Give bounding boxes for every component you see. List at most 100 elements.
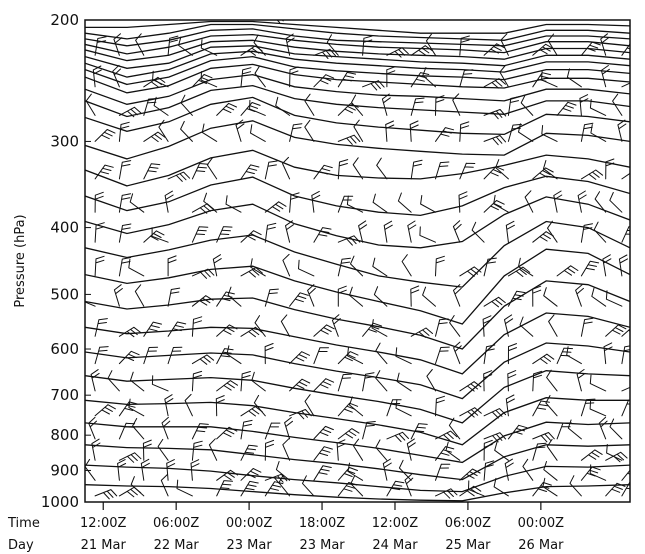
wind-barb-373 bbox=[216, 469, 239, 481]
wind-barb-4 bbox=[191, 20, 193, 21]
wind-barb-253 bbox=[94, 346, 109, 365]
wind-barb-400 bbox=[302, 475, 315, 497]
contour-line-8 bbox=[85, 63, 630, 94]
wind-barb-162 bbox=[118, 223, 132, 243]
wind-barb-23 bbox=[94, 36, 107, 56]
wind-barb-381 bbox=[398, 459, 412, 481]
wind-barb-404 bbox=[404, 473, 414, 497]
wind-barb-108 bbox=[483, 135, 507, 146]
wind-barb-26 bbox=[167, 35, 179, 56]
wind-barb-374 bbox=[240, 468, 262, 481]
wind-barb-316 bbox=[505, 394, 515, 417]
wind-barb-177 bbox=[471, 221, 485, 243]
wind-barb-69 bbox=[85, 93, 96, 116]
wind-barb-132 bbox=[495, 159, 509, 180]
wind-barb-183 bbox=[621, 226, 630, 243]
wind-barb-370 bbox=[140, 458, 150, 481]
wind-barb-249 bbox=[548, 314, 558, 337]
wind-barb-301 bbox=[128, 398, 145, 417]
contour-line-10 bbox=[85, 84, 630, 118]
wind-barb-272 bbox=[556, 347, 573, 365]
wind-barb-54 bbox=[289, 66, 299, 88]
wind-barb-106 bbox=[435, 127, 455, 142]
contour-line-20 bbox=[85, 342, 630, 400]
wind-barb-209 bbox=[134, 284, 145, 307]
wind-barb-304 bbox=[215, 395, 225, 417]
wind-barb-250 bbox=[580, 317, 594, 337]
x-tick-day-4: 24 Mar bbox=[372, 538, 418, 553]
pressure-contours bbox=[85, 20, 630, 502]
wind-barb-75 bbox=[240, 102, 261, 116]
wind-barb-361 bbox=[483, 439, 493, 461]
wind-barb-18 bbox=[532, 20, 534, 21]
wind-barb-198 bbox=[435, 255, 445, 277]
contour-line-19 bbox=[85, 312, 630, 375]
wind-barb-394 bbox=[160, 474, 169, 497]
wind-barb-39 bbox=[483, 43, 505, 56]
wind-barb-150 bbox=[372, 193, 388, 213]
wind-barb-48 bbox=[143, 76, 166, 88]
wind-barb-349 bbox=[191, 440, 203, 461]
x-tick-day-2: 23 Mar bbox=[227, 538, 273, 553]
wind-barb-31 bbox=[285, 33, 295, 56]
wind-barb-139 bbox=[118, 193, 132, 213]
wind-barb-282 bbox=[240, 371, 251, 392]
wind-barb-354 bbox=[313, 446, 333, 461]
wind-barb-248 bbox=[519, 316, 534, 337]
wind-barb-397 bbox=[240, 480, 259, 497]
wind-barb-412 bbox=[605, 482, 626, 497]
wind-barb-256 bbox=[167, 346, 183, 365]
wind-barb-73 bbox=[180, 94, 193, 116]
wind-barb-203 bbox=[556, 265, 579, 277]
wind-barb-353 bbox=[282, 438, 291, 461]
wind-barb-153 bbox=[458, 191, 468, 213]
y-tick-label-300: 300 bbox=[50, 132, 79, 150]
wind-barb-80 bbox=[351, 94, 364, 116]
wind-barb-34 bbox=[362, 35, 373, 56]
x-tick-labels: 12:00Z 21 Mar 06:00Z 22 Mar 00:00Z 23 Mar 18:0… bbox=[80, 516, 564, 553]
y-axis-title: Pressure (hPa) bbox=[13, 214, 28, 307]
wind-barb-363 bbox=[532, 442, 547, 461]
wind-barb-41 bbox=[532, 43, 554, 56]
wind-barb-318 bbox=[545, 395, 558, 417]
x-tick-time-6: 00:00Z bbox=[518, 516, 564, 531]
wind-barb-79 bbox=[337, 103, 359, 116]
wind-barb-205 bbox=[602, 254, 612, 277]
wind-barb-368 bbox=[85, 458, 96, 481]
wind-barb-40 bbox=[500, 33, 509, 56]
wind-barb-88 bbox=[556, 101, 577, 116]
wind-barb-264 bbox=[347, 346, 364, 365]
wind-barb-2 bbox=[143, 20, 145, 21]
wind-barb-123 bbox=[282, 156, 291, 180]
wind-barb-355 bbox=[336, 439, 346, 461]
wind-barb-7 bbox=[264, 20, 284, 23]
wind-barb-113 bbox=[590, 124, 607, 142]
wind-barb-33 bbox=[326, 34, 339, 56]
wind-barb-178 bbox=[505, 220, 515, 243]
wind-barb-268 bbox=[453, 341, 462, 365]
wind-barb-167 bbox=[240, 230, 262, 243]
wind-barb-287 bbox=[362, 372, 375, 392]
wind-barb-334 bbox=[386, 431, 409, 443]
wind-barb-74 bbox=[216, 102, 237, 116]
wind-barb-379 bbox=[347, 462, 364, 481]
wind-barb-56 bbox=[337, 71, 357, 88]
y-tick-label-1000: 1000 bbox=[41, 493, 79, 511]
wind-barb-337 bbox=[448, 417, 461, 440]
contour-line-1 bbox=[85, 23, 630, 41]
wind-barb-155 bbox=[493, 194, 509, 213]
wind-barb-289 bbox=[396, 372, 412, 392]
wind-barb-148 bbox=[337, 195, 354, 213]
wind-barb-101 bbox=[304, 119, 315, 142]
wind-barb-199 bbox=[459, 266, 482, 277]
wind-barb-185 bbox=[118, 257, 132, 277]
wind-barb-288 bbox=[375, 370, 388, 392]
wind-barb-285 bbox=[313, 378, 335, 392]
wind-barb-65 bbox=[541, 70, 558, 88]
wind-barb-58 bbox=[386, 66, 396, 88]
wind-barb-230 bbox=[94, 318, 108, 337]
wind-barb-169 bbox=[285, 220, 294, 243]
wind-barb-21 bbox=[605, 20, 621, 21]
x-tick-day-5: 25 Mar bbox=[445, 538, 491, 553]
